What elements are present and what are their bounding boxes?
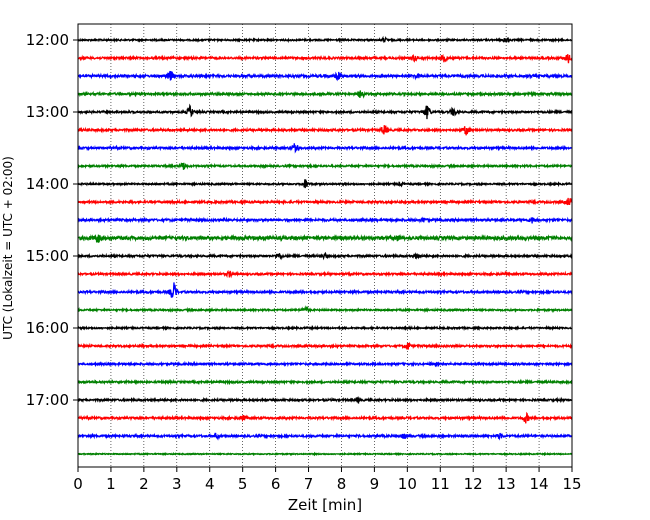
trace-line <box>77 35 573 44</box>
y-tick-label: 13:00 <box>26 103 69 121</box>
trace-line <box>77 162 573 170</box>
trace-line <box>77 125 573 136</box>
x-tick-label: 8 <box>337 475 347 493</box>
trace-line <box>77 411 573 424</box>
y-tick-label: 16:00 <box>26 319 69 337</box>
y-tick-label: 15:00 <box>26 247 69 265</box>
trace-line <box>77 269 573 279</box>
trace-line <box>77 451 573 457</box>
x-tick-label: 1 <box>106 475 116 493</box>
trace-line <box>77 179 573 189</box>
x-tick-label: 10 <box>398 475 417 493</box>
trace-line <box>77 216 573 224</box>
trace-line <box>77 395 573 404</box>
trace-line <box>77 233 573 244</box>
trace-line <box>77 53 573 64</box>
trace-line <box>77 341 573 350</box>
trace-line <box>77 90 573 99</box>
x-tick-label: 12 <box>464 475 483 493</box>
x-tick-label: 9 <box>370 475 380 493</box>
trace-line <box>77 70 573 82</box>
plot-frame <box>77 23 573 468</box>
x-tick-label: 5 <box>238 475 248 493</box>
x-tick-label: 0 <box>73 475 83 493</box>
trace-line <box>77 197 573 206</box>
trace-line <box>77 378 573 386</box>
x-tick-label: 6 <box>271 475 281 493</box>
x-axis-label: Zeit [min] <box>288 496 362 514</box>
x-axis: 0 1 2 3 4 5 6 7 8 9 10 11 12 13 14 15 <box>73 467 582 493</box>
trace-line <box>77 282 573 298</box>
x-tick-label: 2 <box>139 475 149 493</box>
trace-line <box>77 432 573 441</box>
y-axis: 12:00 13:00 14:00 15:00 16:00 17:00 <box>26 31 78 409</box>
trace-line <box>77 143 573 154</box>
x-tick-label: 11 <box>431 475 450 493</box>
trace-line <box>77 251 573 261</box>
x-tick-label: 13 <box>497 475 516 493</box>
trace-line <box>77 360 573 368</box>
x-tick-label: 14 <box>530 475 549 493</box>
y-tick-label: 17:00 <box>26 391 69 409</box>
x-tick-label: 7 <box>304 475 314 493</box>
x-tick-label: 3 <box>172 475 182 493</box>
x-grid <box>110 24 540 467</box>
x-tick-label: 15 <box>562 475 581 493</box>
trace-line <box>77 103 573 120</box>
traces <box>77 35 573 457</box>
trace-line <box>77 324 573 332</box>
y-tick-label: 14:00 <box>26 175 69 193</box>
y-axis-label: UTC (Lokalzeit = UTC + 02:00) <box>1 156 15 340</box>
trace-line <box>77 305 573 314</box>
y-tick-label: 12:00 <box>26 31 69 49</box>
x-tick-label: 4 <box>205 475 215 493</box>
